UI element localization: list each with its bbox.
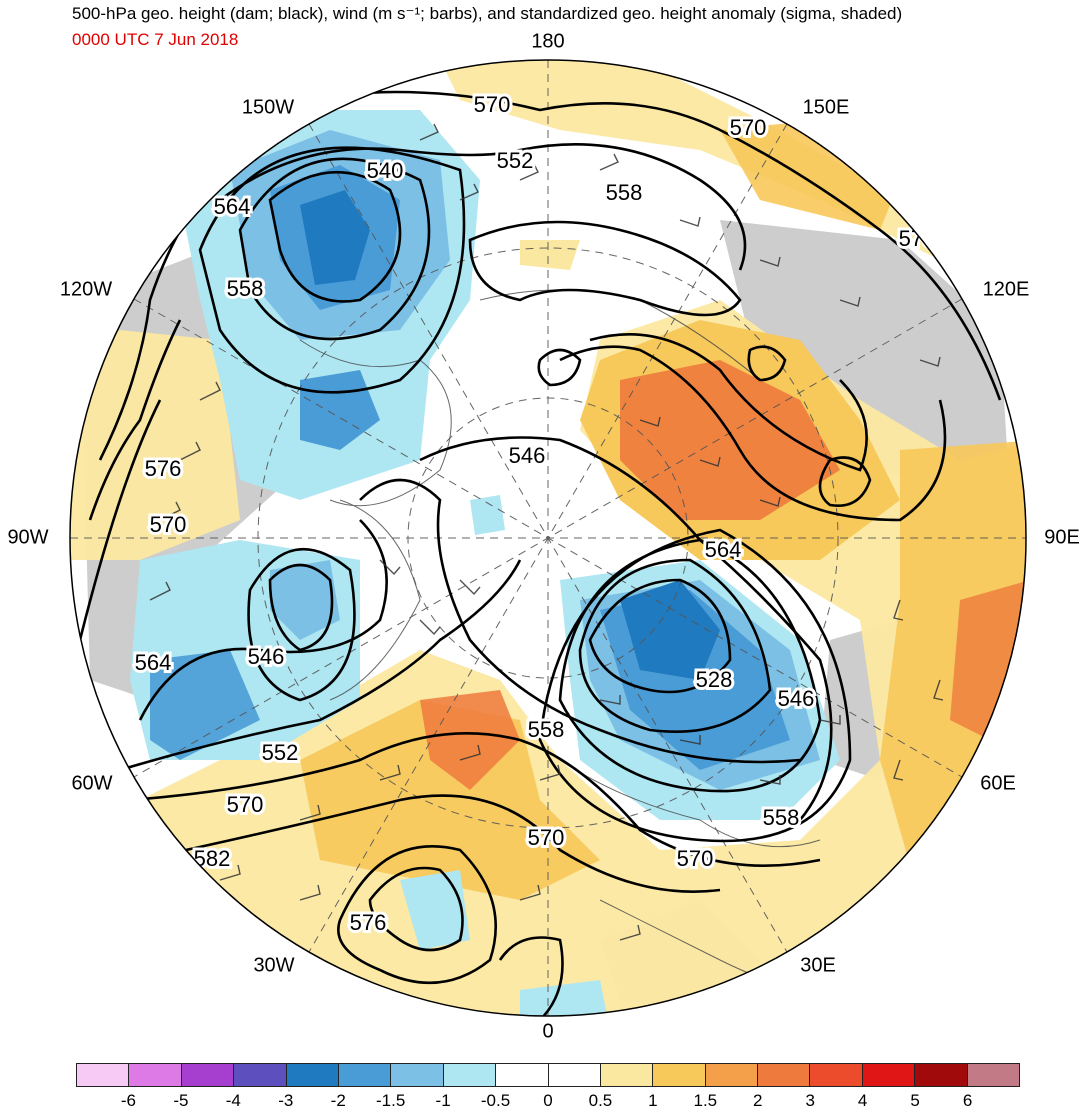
- lon-label-180: 180: [531, 30, 565, 53]
- contour-label: 570: [677, 846, 714, 871]
- positive-anomaly-shading: [70, 60, 1026, 1016]
- wind-barbs: [149, 123, 964, 941]
- contour-label: 546: [248, 644, 285, 669]
- colorbar-swatch: [758, 1064, 811, 1086]
- contour-label: 570: [227, 792, 264, 817]
- colorbar-tick-label: -2: [330, 1091, 346, 1110]
- colorbar-tick-label: -0.5: [480, 1091, 511, 1110]
- contour-label: 558: [763, 805, 800, 830]
- lon-label-30w: 30W: [253, 954, 295, 977]
- lon-label-150e: 150E: [802, 96, 850, 119]
- contour-label: 576: [899, 226, 936, 251]
- colorbar-tick-label: 5: [910, 1091, 920, 1110]
- contour-label: 582: [194, 846, 231, 871]
- colorbar-tick-label: 2: [753, 1091, 763, 1110]
- colorbar-tick-label: 1: [648, 1091, 658, 1110]
- valid-time: 0000 UTC 7 Jun 2018: [72, 30, 239, 49]
- negative-anomaly-shading: [130, 110, 840, 1016]
- colorbar-swatch: [600, 1064, 654, 1086]
- colorbar-swatch: [496, 1064, 549, 1086]
- height-contours: [78, 90, 1002, 1016]
- colorbar-tick-label: -3: [278, 1091, 294, 1110]
- colorbar-tick-label: 6: [962, 1091, 973, 1110]
- contour-label: 570: [730, 115, 767, 140]
- contour-label: 576: [350, 910, 387, 935]
- colorbar-tick-label: 4: [857, 1091, 868, 1110]
- contour-label: 546: [509, 443, 546, 468]
- contour-label: 576: [145, 456, 182, 481]
- lon-label-120w: 120W: [59, 278, 113, 301]
- lon-label-120e: 120E: [982, 278, 1030, 301]
- colorbar-swatch: [338, 1064, 392, 1086]
- colorbar-tick-label: -1: [435, 1091, 451, 1110]
- colorbar-tick-label: 0: [543, 1091, 553, 1110]
- siberia-land: [720, 220, 1010, 500]
- colorbar-swatch: [705, 1064, 759, 1086]
- colorbar-tick-label: 3: [805, 1091, 815, 1110]
- contour-label: 558: [528, 717, 565, 742]
- contour-label: 528: [696, 667, 733, 692]
- colorbar-swatch: [77, 1064, 130, 1086]
- lon-label-90w: 90W: [7, 526, 49, 549]
- map-border: [69, 59, 1027, 1017]
- contour-label: 564: [214, 194, 251, 219]
- contour-label: 570: [528, 825, 565, 850]
- contour-label: 558: [227, 276, 264, 301]
- contour-label: 570: [150, 512, 187, 537]
- colorbar-tick-label: -4: [225, 1091, 241, 1110]
- colorbar-tick-label: -6: [120, 1091, 136, 1110]
- contour-label: 558: [606, 180, 643, 205]
- colorbar-swatch: [391, 1064, 444, 1086]
- lon-label-0: 0: [542, 1020, 554, 1043]
- colorbar-tick-label: 1.5: [693, 1091, 718, 1110]
- lon-label-60e: 60E: [980, 772, 1016, 795]
- colorbar-swatch: [443, 1064, 497, 1086]
- contour-label: 564: [135, 650, 172, 675]
- contour-label: 570: [474, 92, 511, 117]
- contour-label: 564: [705, 537, 742, 562]
- colorbar-swatch: [129, 1064, 182, 1086]
- colorbar-tick-label: 0.5: [588, 1091, 613, 1110]
- colorbar-swatch: [862, 1064, 916, 1086]
- colorbar-swatch: [234, 1064, 287, 1086]
- lon-label-90e: 90E: [1044, 526, 1080, 549]
- colorbar-swatch: [915, 1064, 968, 1086]
- lon-label-60w: 60W: [71, 772, 113, 795]
- colorbar-swatch: [653, 1064, 706, 1086]
- colorbar: [76, 1063, 1020, 1087]
- map-title: 500-hPa geo. height (dam; black), wind (…: [72, 4, 903, 23]
- colorbar-swatch: [967, 1064, 1020, 1086]
- colorbar-tick-label: -5: [173, 1091, 189, 1110]
- contour-label: 540: [367, 158, 404, 183]
- lon-label-150w: 150W: [241, 96, 295, 119]
- colorbar-tick-label: -1.5: [376, 1091, 406, 1110]
- colorbar-swatch: [548, 1064, 601, 1086]
- colorbar-swatch: [810, 1064, 863, 1086]
- contour-label: 552: [262, 740, 299, 765]
- contour-label: 552: [497, 148, 534, 173]
- contour-label: 546: [778, 686, 815, 711]
- colorbar-swatch: [181, 1064, 235, 1086]
- lon-label-30e: 30E: [800, 954, 836, 977]
- colorbar-swatch: [286, 1064, 339, 1086]
